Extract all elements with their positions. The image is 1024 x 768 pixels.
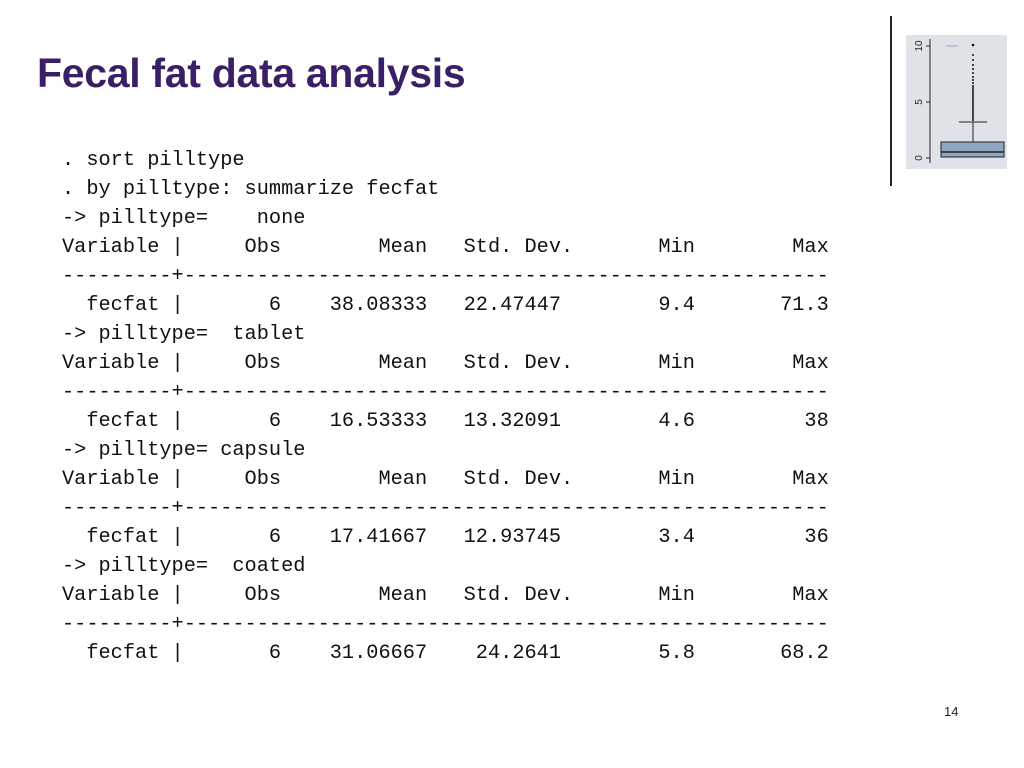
output-line-group-tablet: -> pilltype= tablet (62, 323, 306, 346)
vertical-divider (890, 16, 892, 186)
page-number: 14 (944, 704, 959, 719)
output-line-group-coated: -> pilltype= coated (62, 555, 306, 578)
boxplot-tick-label-0: 0 (914, 155, 925, 161)
output-line-rule: ---------+------------------------------… (62, 265, 829, 288)
output-line-row-coated: fecfat | 6 31.06667 24.2641 5.8 68.2 (62, 642, 829, 665)
output-line-row-capsule: fecfat | 6 17.41667 12.93745 3.4 36 (62, 526, 829, 549)
output-line-header: Variable | Obs Mean Std. Dev. Min Max (62, 468, 829, 491)
output-line-header: Variable | Obs Mean Std. Dev. Min Max (62, 584, 829, 607)
output-line-rule: ---------+------------------------------… (62, 497, 829, 520)
output-line-row-tablet: fecfat | 6 16.53333 13.32091 4.6 38 (62, 410, 829, 433)
boxplot-tick-label-10: 10 (914, 40, 925, 52)
boxplot-outliers (971, 43, 975, 121)
output-line-command: . by pilltype: summarize fecfat (62, 178, 440, 201)
output-line-header: Variable | Obs Mean Std. Dev. Min Max (62, 352, 829, 375)
boxplot-box (940, 141, 1005, 158)
output-line-header: Variable | Obs Mean Std. Dev. Min Max (62, 236, 829, 259)
stata-output: . sort pilltype . by pilltype: summarize … (62, 146, 829, 668)
slide-title: Fecal fat data analysis (37, 50, 466, 96)
output-line-rule: ---------+------------------------------… (62, 613, 829, 636)
output-line-group-none: -> pilltype= none (62, 207, 306, 230)
output-line-rule: ---------+------------------------------… (62, 381, 829, 404)
output-line-command: . sort pilltype (62, 149, 245, 172)
boxplot-tick-label-5: 5 (914, 99, 925, 105)
output-line-group-capsule: -> pilltype= capsule (62, 439, 306, 462)
output-line-row-none: fecfat | 6 38.08333 22.47447 9.4 71.3 (62, 294, 829, 317)
boxplot-thumbnail: 0 5 10 (906, 35, 1007, 169)
